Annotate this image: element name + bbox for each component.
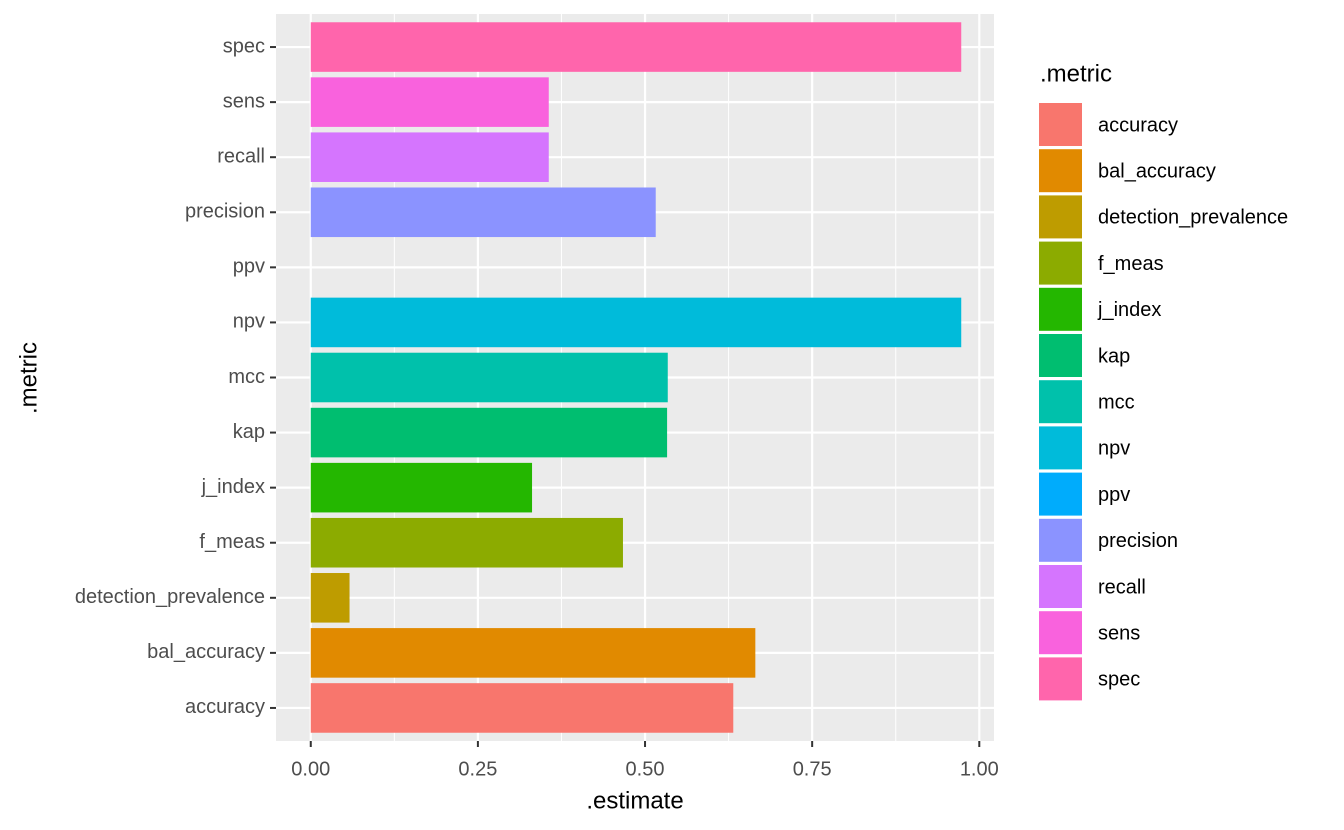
legend-label: sens: [1098, 622, 1140, 644]
y-tick-label: ppv: [233, 256, 265, 278]
y-tick-label: j_index: [201, 476, 265, 498]
bar: [310, 462, 533, 513]
bar: [310, 628, 756, 678]
legend-key: [1039, 149, 1082, 193]
legend-label: npv: [1098, 438, 1130, 460]
y-tick-label: bal_accuracy: [147, 641, 265, 663]
y-tick-label: sens: [223, 90, 265, 112]
bar: [310, 187, 656, 238]
y-axis-title: .metric: [15, 342, 42, 414]
legend-key: [1039, 565, 1082, 608]
legend-key: [1039, 472, 1082, 516]
x-tick-label: 0.50: [626, 758, 665, 780]
y-tick-label: kap: [233, 421, 265, 443]
legend-key: [1039, 334, 1082, 377]
y-tick-label: precision: [185, 201, 265, 223]
legend-label: spec: [1098, 669, 1140, 691]
bar: [310, 22, 962, 72]
y-tick-label: detection_prevalence: [75, 586, 265, 608]
bar: [310, 77, 549, 127]
legend-label: f_meas: [1098, 253, 1164, 275]
bar: [310, 573, 350, 623]
legend-key: [1039, 380, 1082, 424]
x-tick-label: 0.00: [291, 758, 330, 780]
y-tick-label: npv: [233, 311, 265, 333]
legend-label: kap: [1098, 345, 1130, 367]
x-tick-label: 0.25: [458, 758, 497, 780]
legend-key: [1039, 241, 1082, 285]
y-tick-label: f_meas: [199, 531, 265, 553]
legend-key: [1039, 426, 1082, 470]
bar: [310, 683, 734, 733]
legend-label: accuracy: [1098, 114, 1178, 136]
bar: [310, 352, 668, 403]
bar: [310, 297, 962, 348]
legend-key: [1039, 518, 1082, 562]
legend-key: [1039, 657, 1082, 701]
legend-label: detection_prevalence: [1098, 207, 1288, 229]
legend-key: [1039, 611, 1082, 655]
legend-key: [1039, 287, 1082, 331]
legend-label: precision: [1098, 530, 1178, 552]
x-axis-title: .estimate: [586, 787, 683, 814]
y-tick-label: spec: [223, 35, 265, 57]
bar: [310, 517, 623, 568]
bar: [310, 407, 668, 458]
legend-label: recall: [1098, 576, 1146, 598]
x-tick-label: 0.75: [793, 758, 832, 780]
bar: [310, 132, 549, 182]
legend-label: ppv: [1098, 484, 1130, 506]
legend-key: [1039, 103, 1082, 146]
legend-title: .metric: [1040, 60, 1112, 87]
x-tick-label: 1.00: [960, 758, 999, 780]
y-tick-label: recall: [217, 145, 265, 167]
legend-label: bal_accuracy: [1098, 160, 1216, 182]
legend-label: j_index: [1097, 299, 1161, 321]
legend-key: [1039, 195, 1082, 239]
y-tick-label: mcc: [228, 366, 265, 388]
legend-label: mcc: [1098, 391, 1135, 413]
y-tick-label: accuracy: [185, 696, 265, 718]
